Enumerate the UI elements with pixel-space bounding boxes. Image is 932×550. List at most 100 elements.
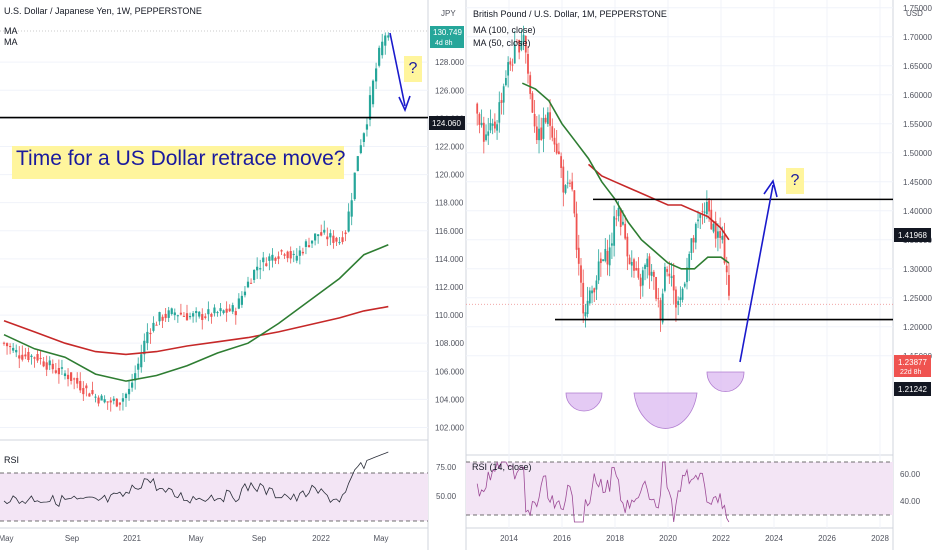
left-candle-body bbox=[30, 355, 33, 358]
right-candle-body bbox=[571, 181, 574, 190]
right-price-badge bbox=[894, 355, 931, 377]
right-candle-body bbox=[485, 134, 487, 141]
left-candle-body bbox=[185, 313, 189, 321]
right-candle-body bbox=[683, 283, 686, 287]
right-candle-body bbox=[628, 257, 631, 265]
right-candle-body bbox=[531, 93, 534, 113]
left-candle-body bbox=[326, 236, 329, 240]
right-candle-body bbox=[505, 77, 507, 86]
left-candle-body bbox=[192, 313, 195, 317]
left-candle-body bbox=[259, 268, 262, 270]
left-y-tick-label: 122.000 bbox=[435, 142, 464, 151]
left-candle-body bbox=[365, 124, 369, 130]
left-candle-body bbox=[240, 295, 243, 305]
right-candle-body bbox=[686, 267, 688, 283]
left-x-tick-label: Sep bbox=[65, 534, 80, 543]
left-candle-body bbox=[353, 172, 356, 200]
left-candle-body bbox=[204, 316, 207, 318]
right-candle-body bbox=[546, 112, 549, 124]
left-candle-body bbox=[70, 372, 73, 381]
right-candle-body bbox=[551, 126, 554, 138]
left-x-tick-label: Sep bbox=[252, 534, 267, 543]
left-candle-body bbox=[268, 256, 271, 261]
overlays bbox=[0, 30, 893, 429]
left-candle-body bbox=[134, 373, 137, 381]
left-rsi-label: RSI bbox=[4, 455, 19, 465]
left-currency-label: JPY bbox=[441, 9, 456, 18]
left-candle-body bbox=[249, 282, 253, 284]
left-arrow-head bbox=[398, 95, 411, 113]
right-candle-body bbox=[679, 297, 682, 300]
right-x-tick-label: 2016 bbox=[553, 534, 571, 543]
left-candle-body bbox=[88, 393, 91, 397]
right-candle-body bbox=[478, 114, 481, 125]
right-bowl-left bbox=[565, 392, 603, 412]
right-rsi-tick-label: 40.00 bbox=[900, 497, 921, 506]
left-rsi-tick-label: 50.00 bbox=[436, 492, 457, 501]
right-y-tick-label: 1.60000 bbox=[903, 91, 932, 100]
left-rsi-line bbox=[3, 451, 389, 507]
right-candle-body bbox=[577, 247, 580, 264]
left-candle-body bbox=[237, 298, 240, 309]
left-y-tick-label: 128.000 bbox=[435, 58, 464, 67]
right-x-tick-label: 2020 bbox=[659, 534, 677, 543]
right-ma-red-line bbox=[587, 163, 730, 241]
right-candle-body bbox=[668, 273, 671, 277]
right-candle-body bbox=[476, 103, 479, 114]
left-candle-body bbox=[277, 256, 280, 259]
left-candle-body bbox=[158, 312, 161, 322]
right-candle-body bbox=[591, 290, 593, 294]
right-x-tick-label: 2022 bbox=[712, 534, 730, 543]
right-price-badge-sub: 22d 8h bbox=[900, 369, 922, 376]
right-candle-body bbox=[697, 219, 699, 222]
left-x-tick-label: 2021 bbox=[123, 534, 141, 543]
left-candle-body bbox=[149, 332, 152, 335]
right-candle-body bbox=[498, 102, 501, 123]
left-candle-body bbox=[91, 390, 94, 394]
right-candle-body bbox=[641, 270, 644, 286]
right-candle-body bbox=[540, 127, 543, 140]
grid bbox=[0, 0, 893, 528]
left-candle-body bbox=[320, 232, 323, 236]
left-candle-body bbox=[21, 354, 24, 360]
right-candle-body bbox=[604, 248, 607, 261]
right-level-badge-bottom-value: 1.21242 bbox=[898, 385, 927, 394]
left-y-tick-label: 110.000 bbox=[435, 311, 464, 320]
left-price-badge-value: 130.749 bbox=[433, 28, 462, 37]
right-candle-body bbox=[692, 237, 695, 243]
left-candle-body bbox=[73, 378, 76, 380]
left-candle-body bbox=[188, 316, 192, 318]
left-candle-body bbox=[350, 200, 353, 217]
right-candle-body bbox=[637, 268, 640, 278]
right-candle-body bbox=[489, 123, 492, 131]
right-candle-body bbox=[529, 75, 532, 94]
right-candle-body bbox=[613, 216, 616, 246]
right-candle-body bbox=[597, 261, 600, 281]
left-candle-body bbox=[45, 362, 48, 370]
left-candle-body bbox=[18, 355, 21, 359]
left-candle-body bbox=[338, 242, 341, 244]
right-x-tick-label: 2024 bbox=[765, 534, 783, 543]
right-candle-body bbox=[725, 265, 728, 273]
right-candle-body bbox=[666, 269, 669, 272]
right-candle-body bbox=[518, 39, 521, 53]
right-candle-body bbox=[516, 41, 518, 43]
right-y-tick-label: 1.55000 bbox=[903, 120, 932, 129]
left-x-tick-label: May bbox=[373, 534, 388, 543]
left-candle-body bbox=[246, 281, 250, 288]
left-y-tick-label: 108.000 bbox=[435, 339, 464, 348]
left-candle-body bbox=[262, 257, 265, 263]
left-candle-body bbox=[213, 307, 216, 314]
right-candle-body bbox=[575, 213, 578, 250]
left-ma-red-line bbox=[3, 305, 389, 356]
left-candle-body bbox=[170, 308, 173, 315]
right-bowl-middle bbox=[633, 392, 698, 429]
left-candle-body bbox=[314, 233, 317, 241]
left-arrow-line bbox=[389, 32, 406, 107]
left-candle-body bbox=[54, 370, 57, 373]
left-candle-body bbox=[118, 402, 121, 405]
left-candle-body bbox=[317, 234, 320, 237]
right-candle-body bbox=[657, 298, 660, 300]
left-y-tick-label: 118.000 bbox=[435, 199, 464, 208]
left-candle-body bbox=[271, 254, 274, 261]
